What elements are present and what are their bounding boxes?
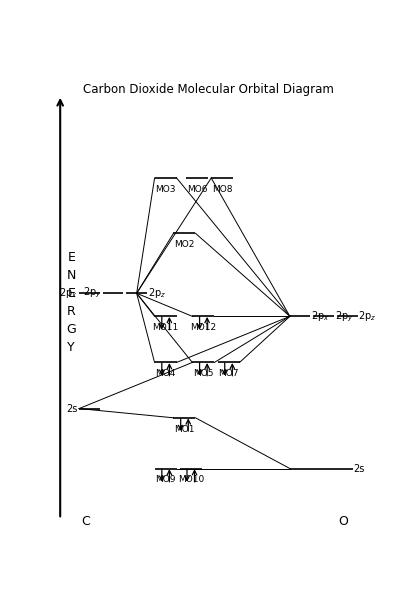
Text: MO5: MO5 xyxy=(193,370,213,379)
Text: 2p$_z$: 2p$_z$ xyxy=(147,286,165,300)
Text: O: O xyxy=(338,516,347,528)
Text: 2p$_x$: 2p$_x$ xyxy=(59,286,77,300)
Text: MO10: MO10 xyxy=(177,476,203,485)
Text: MO7: MO7 xyxy=(218,370,238,379)
Text: MO8: MO8 xyxy=(211,185,232,194)
Text: MO11: MO11 xyxy=(152,323,178,332)
Text: 2s: 2s xyxy=(353,464,364,474)
Text: Carbon Dioxide Molecular Orbital Diagram: Carbon Dioxide Molecular Orbital Diagram xyxy=(83,83,333,96)
Text: 2p$_x$: 2p$_x$ xyxy=(311,309,329,323)
Text: C: C xyxy=(81,516,90,528)
Text: MO6: MO6 xyxy=(186,185,207,194)
Text: E
N
E
R
G
Y: E N E R G Y xyxy=(66,251,76,354)
Text: 2p$_y$: 2p$_y$ xyxy=(82,286,101,301)
Text: MO2: MO2 xyxy=(174,240,194,249)
Text: 2p$_y$: 2p$_y$ xyxy=(334,309,353,323)
Text: MO3: MO3 xyxy=(155,185,175,194)
Text: 2p$_z$: 2p$_z$ xyxy=(358,309,376,323)
Text: 2s: 2s xyxy=(66,404,77,413)
Text: MO1: MO1 xyxy=(174,425,194,434)
Text: MO4: MO4 xyxy=(155,370,175,379)
Text: MO12: MO12 xyxy=(190,323,216,332)
Text: MO9: MO9 xyxy=(155,476,175,485)
